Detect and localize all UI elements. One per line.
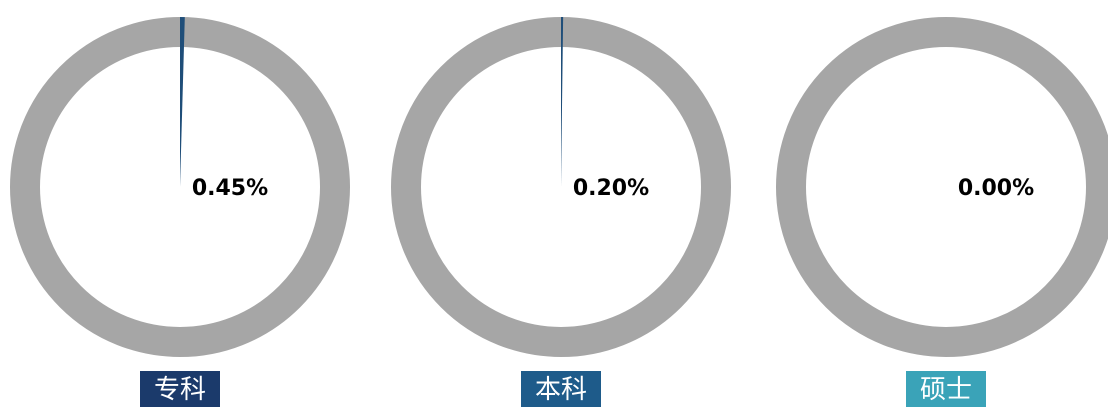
donut-chart-1: 0.45% 专科 xyxy=(10,17,350,407)
category-label-bg-1 xyxy=(140,371,220,407)
donut-ring-3 xyxy=(776,17,1108,357)
value-label-3: 0.00% xyxy=(958,176,1034,201)
category-label-2: 本科 xyxy=(535,375,587,405)
category-label-3: 硕士 xyxy=(920,375,972,405)
donut-segment-2 xyxy=(561,17,564,187)
value-label-2: 0.20% xyxy=(573,176,649,201)
value-label-1: 0.45% xyxy=(192,176,268,201)
donut-chart-3: 0.00% 硕士 xyxy=(776,17,1108,407)
donut-chart-2: 0.20% 本科 xyxy=(391,17,731,407)
category-label-bg-2 xyxy=(521,371,601,407)
category-label-1: 专科 xyxy=(154,375,206,405)
donut-segment-1 xyxy=(180,17,185,187)
category-label-bg-3 xyxy=(906,371,986,407)
